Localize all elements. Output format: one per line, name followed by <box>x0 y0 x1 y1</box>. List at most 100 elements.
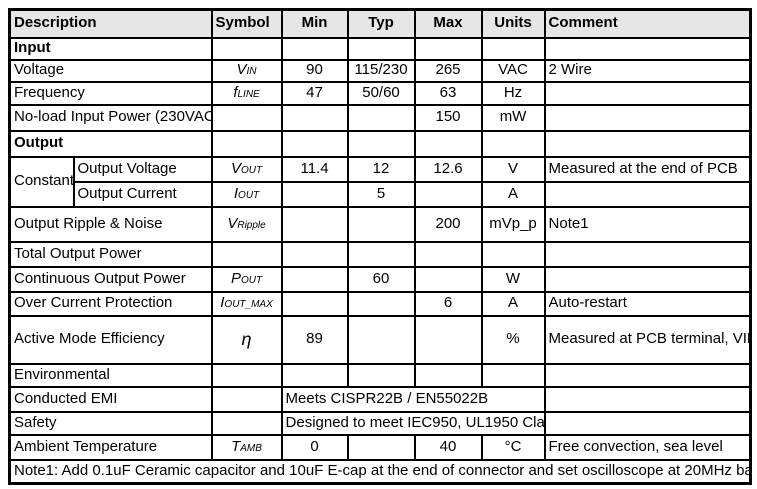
note-row: Note1: Add 0.1uF Ceramic capacitor and 1… <box>8 458 752 485</box>
emi-desc: Conducted EMI <box>8 385 213 413</box>
no-load-max: 150 <box>413 103 483 132</box>
continuous-symbol: POUT <box>210 265 283 293</box>
empty-cell <box>346 36 416 61</box>
efficiency-min: 89 <box>280 314 349 365</box>
empty-cell <box>413 36 483 61</box>
symbol-sub: OUT_MAX <box>224 299 273 311</box>
empty-cell <box>543 129 752 158</box>
symbol-sub: AMB <box>240 442 262 454</box>
emi-value: Meets CISPR22B / EN55022B <box>280 385 546 413</box>
over-current-protection-row: Over Current Protection IOUT_MAX 6 A Aut… <box>8 290 752 317</box>
voltage-typ: 115/230 <box>346 58 416 83</box>
symbol-base: V <box>236 61 247 79</box>
symbol-base: f <box>233 83 238 101</box>
symbol-sub: Ripple <box>237 219 266 231</box>
continuous-typ: 60 <box>346 265 416 293</box>
empty-cell <box>346 129 416 158</box>
output-current-comment <box>543 180 752 208</box>
frequency-typ: 50/60 <box>346 80 416 106</box>
voltage-desc: Voltage <box>8 58 213 83</box>
empty-cell <box>280 240 349 268</box>
output-voltage-comment: Measured at the end of PCB <box>543 155 752 183</box>
empty-cell <box>346 314 416 365</box>
voltage-max: 265 <box>413 58 483 83</box>
total-output-power-desc: Total Output Power <box>8 240 213 268</box>
empty-cell <box>543 240 752 268</box>
symbol-sub: IN <box>246 66 257 78</box>
empty-cell <box>413 265 483 293</box>
voltage-row: Voltage VIN 90 115/230 265 VAC 2 Wire <box>8 58 752 83</box>
continuous-comment <box>543 265 752 293</box>
efficiency-desc: Active Mode Efficiency <box>8 314 213 365</box>
ambient-min: 0 <box>280 433 349 461</box>
empty-cell <box>480 36 546 61</box>
voltage-comment: 2 Wire <box>543 58 752 83</box>
empty-cell <box>543 36 752 61</box>
col-header-description: Description <box>8 8 213 39</box>
col-header-symbol: Symbol <box>210 8 283 39</box>
empty-cell <box>413 180 483 208</box>
no-load-input-power-row: No-load Input Power (230VAC) 150 mW <box>8 103 752 132</box>
input-section-label: Input <box>8 36 213 61</box>
col-header-min: Min <box>280 8 349 39</box>
ambient-max: 40 <box>413 433 483 461</box>
empty-cell <box>280 129 349 158</box>
empty-cell <box>413 129 483 158</box>
empty-cell <box>413 362 483 388</box>
constant-voltage-label: Constant Voltage <box>8 155 75 208</box>
empty-cell <box>413 314 483 365</box>
frequency-units: Hz <box>480 80 546 106</box>
empty-cell <box>346 290 416 317</box>
efficiency-comment: Measured at PCB terminal, VIN = 115VAC (… <box>543 314 752 365</box>
empty-cell <box>480 362 546 388</box>
environmental-section-row: Environmental <box>8 362 752 388</box>
empty-cell <box>480 129 546 158</box>
symbol-sub: OUT <box>238 189 260 201</box>
efficiency-units: % <box>480 314 546 365</box>
empty-cell <box>346 103 416 132</box>
ambient-symbol: TAMB <box>210 433 283 461</box>
frequency-desc: Frequency <box>8 80 213 106</box>
continuous-units: W <box>480 265 546 293</box>
frequency-max: 63 <box>413 80 483 106</box>
empty-cell <box>413 240 483 268</box>
symbol-base: I <box>233 184 239 202</box>
active-mode-efficiency-row: Active Mode Efficiency η 89 % Measured a… <box>8 314 752 365</box>
spec-table: Description Symbol Min Typ Max Units Com… <box>8 8 753 485</box>
empty-cell <box>543 385 752 413</box>
symbol-base: T <box>231 437 241 455</box>
empty-cell <box>346 362 416 388</box>
no-load-comment <box>543 103 752 132</box>
output-current-desc: Output Current <box>72 180 213 208</box>
conducted-emi-row: Conducted EMI Meets CISPR22B / EN55022B <box>8 385 752 413</box>
empty-cell <box>346 433 416 461</box>
ripple-symbol: VRipple <box>210 205 283 243</box>
ocp-max: 6 <box>413 290 483 317</box>
output-current-row: Output Current IOUT 5 A <box>10 180 752 208</box>
continuous-desc: Continuous Output Power <box>8 265 213 293</box>
empty-cell <box>280 180 349 208</box>
empty-cell <box>543 362 752 388</box>
ambient-temperature-row: Ambient Temperature TAMB 0 40 °C Free co… <box>8 433 752 461</box>
safety-row: Safety Designed to meet IEC950, UL1950 C… <box>8 410 752 436</box>
col-header-comment: Comment <box>543 8 752 39</box>
empty-cell <box>210 240 283 268</box>
empty-cell <box>280 36 349 61</box>
output-voltage-max: 12.6 <box>413 155 483 183</box>
empty-cell <box>210 36 283 61</box>
ripple-units: mVp_p <box>480 205 546 243</box>
input-section-row: Input <box>8 36 752 61</box>
empty-cell <box>280 362 349 388</box>
ripple-max: 200 <box>413 205 483 243</box>
ripple-desc: Output Ripple & Noise <box>8 205 213 243</box>
output-voltage-desc: Output Voltage <box>72 155 213 183</box>
empty-cell <box>480 240 546 268</box>
output-voltage-min: 11.4 <box>280 155 349 183</box>
no-load-units: mW <box>480 103 546 132</box>
empty-cell <box>210 385 283 413</box>
output-voltage-symbol: VOUT <box>210 155 283 183</box>
ripple-comment: Note1 <box>543 205 752 243</box>
ocp-units: A <box>480 290 546 317</box>
col-header-typ: Typ <box>346 8 416 39</box>
